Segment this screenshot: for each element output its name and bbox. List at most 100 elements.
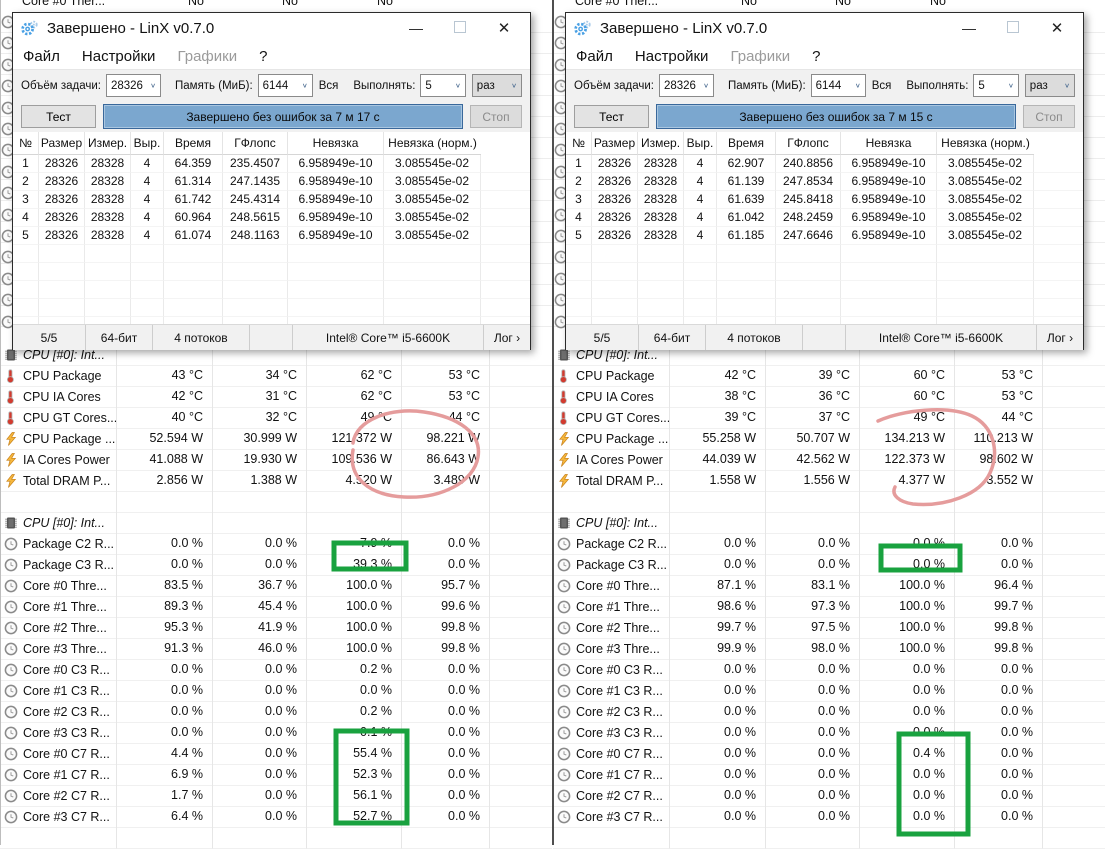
sensor-row[interactable]: Core #3 C7 R... 6.4 % 0.0 % 52.7 % 0.0 %	[0, 806, 552, 828]
result-row[interactable]: 4 28326 28328 4 61.042 248.2459 6.958949…	[566, 209, 1083, 227]
menu-help[interactable]: ?	[812, 47, 821, 65]
stop-button[interactable]: Стоп	[470, 105, 522, 128]
sensor-row[interactable]: Core #2 Thre... 99.7 % 97.5 % 100.0 % 99…	[553, 617, 1105, 639]
sensor-row[interactable]: CPU Package 43 °C 34 °C 62 °C 53 °C	[0, 365, 552, 387]
memory-combobox[interactable]: 6144 ∨	[810, 74, 866, 97]
maximize-button[interactable]	[991, 20, 1035, 36]
sensor-group-header[interactable]: CPU [#0]: Int...	[553, 512, 1105, 534]
result-row[interactable]: 1 28326 28328 4 62.907 240.8856 6.958949…	[566, 155, 1083, 173]
cell-align: 4	[684, 227, 717, 245]
sensor-group-header[interactable]: CPU [#0]: Int...	[0, 344, 552, 366]
menu-charts[interactable]: Графики	[177, 47, 238, 65]
sensor-value-average: 53 °C	[402, 386, 490, 408]
sensor-row[interactable]: Package C3 R... 0.0 % 0.0 % 0.0 % 0.0 %	[553, 554, 1105, 576]
sensor-row[interactable]: Core #1 C7 R... 6.9 % 0.0 % 52.3 % 0.0 %	[0, 764, 552, 786]
result-row[interactable]: 2 28326 28328 4 61.139 247.8534 6.958949…	[566, 173, 1083, 191]
hwinfo-partial-row[interactable]: Core #0 Ther... No No No	[553, 0, 1105, 12]
memory-combobox[interactable]: 6144 ∨	[257, 74, 313, 97]
clock-icon	[3, 579, 18, 593]
sensor-value-minimum: 30.999 W	[213, 428, 307, 450]
sensor-row[interactable]: Core #2 C3 R... 0.0 % 0.0 % 0.2 % 0.0 %	[0, 701, 552, 723]
menu-help[interactable]: ?	[259, 47, 268, 65]
result-row[interactable]: 3 28326 28328 4 61.742 245.4314 6.958949…	[13, 191, 530, 209]
clock-icon	[3, 705, 18, 719]
sensor-row[interactable]: Core #0 Thre... 87.1 % 83.1 % 100.0 % 96…	[553, 575, 1105, 597]
empty-result-row	[566, 263, 1083, 281]
sensor-row[interactable]: Core #1 Thre... 98.6 % 97.3 % 100.0 % 99…	[553, 596, 1105, 618]
sensor-row[interactable]: Package C3 R... 0.0 % 0.0 % 39.3 % 0.0 %	[0, 554, 552, 576]
all-memory-label[interactable]: Вся	[871, 79, 892, 92]
sensor-row[interactable]: Total DRAM P... 2.856 W 1.388 W 4.520 W …	[0, 470, 552, 492]
sensor-group-header[interactable]: CPU [#0]: Int...	[553, 344, 1105, 366]
sensor-row[interactable]: CPU Package 42 °C 39 °C 60 °C 53 °C	[553, 365, 1105, 387]
sensor-row[interactable]: Core #2 C7 R... 1.7 % 0.0 % 56.1 % 0.0 %	[0, 785, 552, 807]
sensor-row[interactable]: Core #3 C3 R... 0.0 % 0.0 % 0.1 % 0.0 %	[0, 722, 552, 744]
run-count-combobox[interactable]: 5 ∨	[973, 74, 1019, 97]
sensor-row[interactable]: Package C2 R... 0.0 % 0.0 % 0.0 % 0.0 %	[553, 533, 1105, 555]
run-unit-combobox[interactable]: раз ∨	[471, 74, 522, 97]
close-button[interactable]: ✕	[1050, 20, 1064, 37]
sensor-group-header[interactable]: CPU [#0]: Int...	[0, 512, 552, 534]
result-row[interactable]: 3 28326 28328 4 61.639 245.8418 6.958949…	[566, 191, 1083, 209]
sensor-row[interactable]: IA Cores Power 44.039 W 42.562 W 122.373…	[553, 449, 1105, 471]
close-button[interactable]: ✕	[497, 20, 511, 37]
sensor-row[interactable]: Core #2 C3 R... 0.0 % 0.0 % 0.0 % 0.0 %	[553, 701, 1105, 723]
sensor-row[interactable]: Core #0 C7 R... 4.4 % 0.0 % 55.4 % 0.0 %	[0, 743, 552, 765]
sensor-value-current: 0.0 %	[117, 533, 213, 555]
log-button[interactable]: Лог ›	[483, 325, 530, 350]
all-memory-label[interactable]: Вся	[318, 79, 339, 92]
sensor-row[interactable]: CPU GT Cores... 40 °C 32 °C 49 °C 44 °C	[0, 407, 552, 429]
menu-file[interactable]: Файл	[576, 47, 613, 65]
sensor-row[interactable]: Core #2 C7 R... 0.0 % 0.0 % 0.0 % 0.0 %	[553, 785, 1105, 807]
minimize-button[interactable]: —	[409, 20, 423, 36]
test-button[interactable]: Тест	[21, 105, 96, 128]
run-count-combobox[interactable]: 5 ∨	[420, 74, 466, 97]
log-button[interactable]: Лог ›	[1036, 325, 1083, 350]
result-row[interactable]: 2 28326 28328 4 61.314 247.1435 6.958949…	[13, 173, 530, 191]
sensor-row[interactable]: IA Cores Power 41.088 W 19.930 W 109.536…	[0, 449, 552, 471]
sensor-row[interactable]: Core #0 C3 R... 0.0 % 0.0 % 0.2 % 0.0 %	[0, 659, 552, 681]
sensor-row[interactable]: Core #0 Thre... 83.5 % 36.7 % 100.0 % 95…	[0, 575, 552, 597]
sensor-label: Core #0 C3 R...	[576, 662, 663, 677]
hwinfo-partial-row[interactable]: Core #0 Ther... No No No	[0, 0, 552, 12]
sensor-row[interactable]: Core #3 C3 R... 0.0 % 0.0 % 0.0 % 0.0 %	[553, 722, 1105, 744]
menu-charts[interactable]: Графики	[730, 47, 791, 65]
sensor-row[interactable]: CPU GT Cores... 39 °C 37 °C 49 °C 44 °C	[553, 407, 1105, 429]
result-row[interactable]: 5 28326 28328 4 61.185 247.6646 6.958949…	[566, 227, 1083, 245]
stop-button[interactable]: Стоп	[1023, 105, 1075, 128]
sensor-row[interactable]: Core #3 Thre... 91.3 % 46.0 % 100.0 % 99…	[0, 638, 552, 660]
sensor-row[interactable]: Core #0 C7 R... 0.0 % 0.0 % 0.4 % 0.0 %	[553, 743, 1105, 765]
task-size-combobox[interactable]: 28326 ∨	[105, 74, 161, 97]
sensor-row[interactable]: CPU Package ... 55.258 W 50.707 W 134.21…	[553, 428, 1105, 450]
sensor-row[interactable]: CPU IA Cores 42 °C 31 °C 62 °C 53 °C	[0, 386, 552, 408]
titlebar[interactable]: Завершено - LinX v0.7.0 — ✕	[566, 13, 1083, 43]
sensor-row[interactable]: Total DRAM P... 1.558 W 1.556 W 4.377 W …	[553, 470, 1105, 492]
sensor-row[interactable]: Core #3 C7 R... 0.0 % 0.0 % 0.0 % 0.0 %	[553, 806, 1105, 828]
sensor-row[interactable]: Core #1 C3 R... 0.0 % 0.0 % 0.0 % 0.0 %	[553, 680, 1105, 702]
sensor-label: Package C2 R...	[576, 536, 668, 551]
minimize-button[interactable]: —	[962, 20, 976, 36]
sensor-row[interactable]: Package C2 R... 0.0 % 0.0 % 7.9 % 0.0 %	[0, 533, 552, 555]
menu-settings[interactable]: Настройки	[81, 47, 156, 65]
result-row[interactable]: 4 28326 28328 4 60.964 248.5615 6.958949…	[13, 209, 530, 227]
sensor-row[interactable]: Core #3 Thre... 99.9 % 98.0 % 100.0 % 99…	[553, 638, 1105, 660]
sensor-row[interactable]: Core #0 C3 R... 0.0 % 0.0 % 0.0 % 0.0 %	[553, 659, 1105, 681]
sensor-row[interactable]: Core #1 Thre... 89.3 % 45.4 % 100.0 % 99…	[0, 596, 552, 618]
sensor-row[interactable]: CPU IA Cores 38 °C 36 °C 60 °C 53 °C	[553, 386, 1105, 408]
sensor-row[interactable]: Core #1 C3 R... 0.0 % 0.0 % 0.0 % 0.0 %	[0, 680, 552, 702]
menu-file[interactable]: Файл	[23, 47, 60, 65]
menu-settings[interactable]: Настройки	[634, 47, 709, 65]
sensor-row[interactable]: CPU Package ... 52.594 W 30.999 W 121.37…	[0, 428, 552, 450]
task-size-combobox[interactable]: 28326 ∨	[658, 74, 714, 97]
sensor-label: Core #3 C7 R...	[576, 809, 663, 824]
sensor-row[interactable]: Core #1 C7 R... 0.0 % 0.0 % 0.0 % 0.0 %	[553, 764, 1105, 786]
maximize-button[interactable]	[438, 20, 482, 36]
run-unit-combobox[interactable]: раз ∨	[1024, 74, 1075, 97]
titlebar[interactable]: Завершено - LinX v0.7.0 — ✕	[13, 13, 530, 43]
sensor-value-average: 99.8 %	[402, 638, 490, 660]
sensor-row[interactable]: Core #2 Thre... 95.3 % 41.9 % 100.0 % 99…	[0, 617, 552, 639]
test-button[interactable]: Тест	[574, 105, 649, 128]
result-row[interactable]: 5 28326 28328 4 61.074 248.1163 6.958949…	[13, 227, 530, 245]
result-row[interactable]: 1 28326 28328 4 64.359 235.4507 6.958949…	[13, 155, 530, 173]
cell-residual-norm: 3.085545e-02	[384, 173, 481, 191]
